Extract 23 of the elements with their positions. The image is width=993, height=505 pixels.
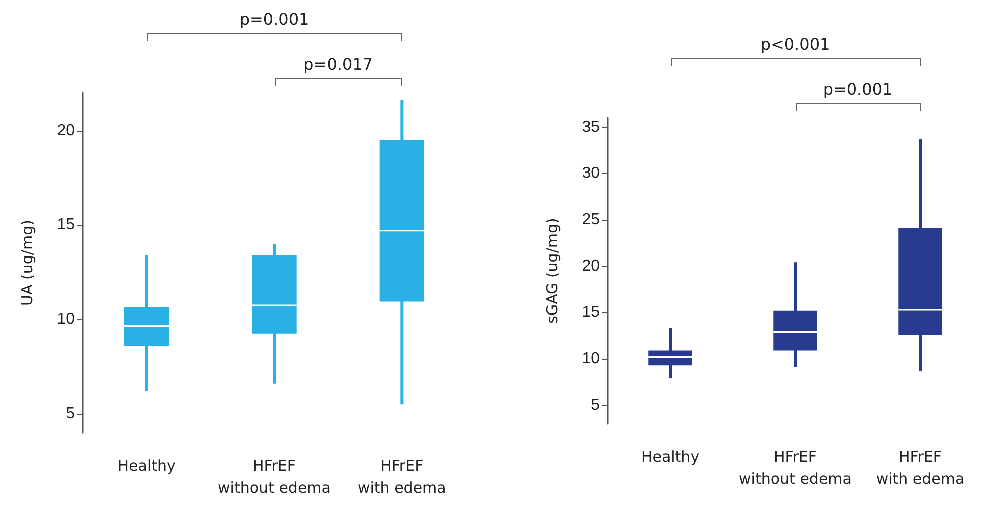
x-tick-label: Healthy bbox=[641, 448, 700, 466]
y-axis-title: sGAG (ug/mg) bbox=[544, 218, 562, 324]
y-tick-label: 15 bbox=[57, 216, 76, 234]
y-tick-label: 20 bbox=[582, 258, 600, 275]
y-tick-label: 20 bbox=[57, 122, 76, 140]
y-tick-label: 25 bbox=[582, 212, 600, 228]
text: p=0.001 bbox=[823, 80, 893, 99]
y-tick-label: 15 bbox=[582, 304, 600, 322]
text: p<0.001 bbox=[760, 35, 830, 54]
y-tick-label: 5 bbox=[66, 406, 76, 423]
text: p=0.001 bbox=[240, 10, 310, 29]
x-tick-label: HFrEF with edema bbox=[358, 457, 446, 497]
y-tick-label: 5 bbox=[591, 396, 600, 414]
y-tick-label: 35 bbox=[582, 118, 600, 136]
y-axis-title: UA (ug/mg) bbox=[18, 220, 36, 306]
x-tick-label: HFrEF without edema bbox=[218, 457, 331, 497]
y-tick-label: 30 bbox=[582, 165, 600, 182]
y-tick-label: 10 bbox=[582, 350, 600, 368]
y-tick-label: 10 bbox=[57, 311, 76, 328]
x-tick-label: Healthy bbox=[118, 457, 176, 475]
x-tick-label: HFrEF without edema bbox=[739, 448, 852, 488]
text: p=0.017 bbox=[304, 55, 374, 74]
x-tick-label: HFrEF with edema bbox=[876, 448, 965, 488]
